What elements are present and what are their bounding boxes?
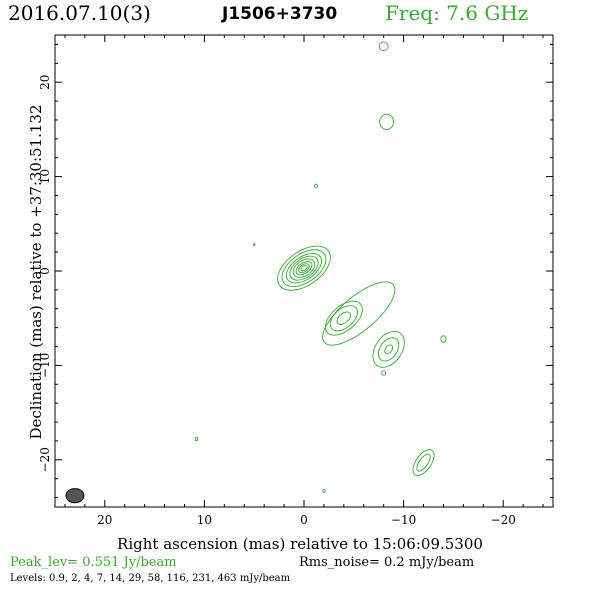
contour-ring bbox=[329, 305, 358, 332]
north-blob-1 bbox=[379, 113, 395, 130]
tick-labels: 20 10 0 −10 −20 20 10 0 −10 −20 bbox=[38, 75, 516, 527]
contour-ring bbox=[384, 344, 394, 355]
peak-level: Peak_lev= 0.551 Jy/beam bbox=[10, 555, 177, 570]
contour-ring bbox=[336, 311, 352, 325]
contours bbox=[194, 41, 447, 493]
noise-5 bbox=[322, 489, 326, 493]
y-tick-label: −20 bbox=[38, 447, 52, 472]
contour-ring bbox=[194, 436, 199, 442]
beam-ellipse bbox=[65, 488, 85, 504]
y-tick-label: 10 bbox=[38, 169, 52, 184]
contour-ring bbox=[277, 245, 331, 291]
x-tick-label: 0 bbox=[300, 513, 308, 527]
noise-6 bbox=[252, 243, 256, 246]
jet-knot-2 bbox=[372, 330, 405, 368]
contour-ring bbox=[381, 370, 387, 376]
x-tick-label: 10 bbox=[197, 513, 212, 527]
contour-ring bbox=[440, 335, 447, 343]
y-tick-label: −10 bbox=[38, 353, 52, 378]
contour-ring bbox=[252, 243, 256, 246]
north-blob-2 bbox=[378, 41, 389, 52]
noise-2 bbox=[381, 370, 387, 376]
contour-ring bbox=[314, 183, 318, 189]
epoch-label: 2016.07.10(3) bbox=[8, 1, 151, 25]
contour-ring bbox=[289, 255, 319, 281]
contour-ring bbox=[416, 453, 431, 472]
contour-ring bbox=[378, 41, 389, 52]
y-tick-label: 20 bbox=[38, 75, 52, 90]
noise-3 bbox=[314, 183, 318, 189]
contour-ring bbox=[379, 113, 395, 130]
rms-noise: Rms_noise= 0.2 mJy/beam bbox=[299, 555, 475, 570]
frequency-label: Freq: 7.6 GHz bbox=[385, 1, 529, 25]
contour-ring bbox=[322, 489, 326, 493]
y-tick-label: 0 bbox=[38, 267, 52, 275]
x-tick-label: −20 bbox=[491, 513, 516, 527]
contour-ring bbox=[378, 337, 400, 362]
contour-ring bbox=[295, 261, 313, 276]
x-tick-label: 20 bbox=[97, 513, 112, 527]
contour-ring bbox=[322, 281, 396, 346]
contour-ring bbox=[412, 449, 435, 477]
x-tick-label: −10 bbox=[391, 513, 416, 527]
noise-1 bbox=[440, 335, 447, 343]
beam-layer bbox=[65, 488, 85, 504]
jet-knot-1 bbox=[324, 300, 363, 336]
contour-ring bbox=[292, 258, 316, 278]
y-axis-label: Declination (mas) relative to +37:30:51.… bbox=[27, 104, 45, 439]
core bbox=[277, 245, 331, 291]
noise-4 bbox=[194, 436, 199, 442]
axis-ticks bbox=[55, 35, 553, 507]
contour-ring bbox=[281, 249, 327, 288]
x-axis-label: Right ascension (mas) relative to 15:06:… bbox=[117, 535, 483, 553]
contour-ring bbox=[298, 263, 310, 274]
contour-levels: Levels: 0.9, 2, 4, 7, 14, 29, 58, 116, 2… bbox=[10, 573, 291, 584]
contour-ring bbox=[285, 252, 323, 284]
contour-ring bbox=[372, 330, 405, 368]
jet-bridge bbox=[322, 281, 396, 346]
contour-ring bbox=[300, 265, 308, 272]
source-name: J1506+3730 bbox=[222, 4, 338, 24]
south-knot bbox=[412, 449, 435, 477]
contour-ring bbox=[324, 300, 363, 336]
